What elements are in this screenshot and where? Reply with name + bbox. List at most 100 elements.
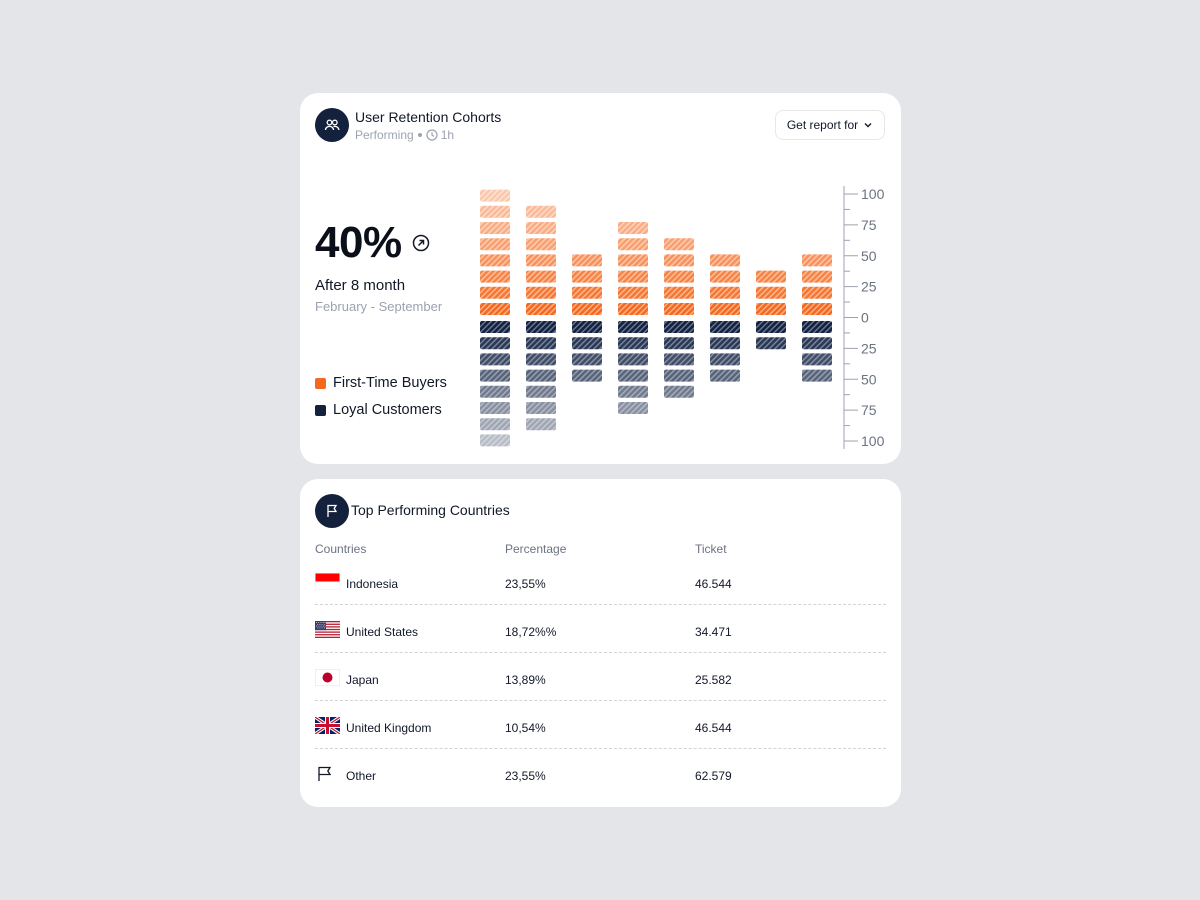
ticket-value: 46.544: [695, 577, 732, 591]
percentage-value: 23,55%: [505, 577, 546, 591]
country-name: Other: [346, 769, 377, 783]
bar-segment-first-time-buyers: [480, 205, 510, 218]
duration-text: 1h: [440, 128, 455, 142]
table-row[interactable]: United Kingdom 10,54% 46.544: [315, 701, 886, 749]
legend-swatch: [315, 377, 326, 389]
row-divider: [315, 748, 886, 749]
bar-segment-first-time-buyers: [710, 286, 740, 299]
ticket-value: 46.544: [695, 721, 732, 735]
bar-segment-loyal-customers: [710, 321, 740, 333]
y-tick-label: 0: [861, 310, 869, 326]
bar-segment-first-time-buyers: [618, 286, 648, 299]
y-tick-label: 100: [861, 186, 885, 202]
legend-label: Loyal Customers: [333, 402, 442, 418]
bar-segment-loyal-customers: [664, 321, 694, 333]
country-name: Japan: [346, 673, 379, 687]
percentage-value: 10,54%: [505, 721, 546, 735]
bar-segment-loyal-customers: [526, 385, 556, 398]
header-percentage: Percentage: [505, 542, 567, 556]
bar-segment-first-time-buyers: [526, 205, 556, 218]
bar-segment-loyal-customers: [480, 337, 510, 350]
bar-segment-first-time-buyers: [526, 286, 556, 299]
bar-segment-loyal-customers: [802, 353, 832, 366]
bar-segment-first-time-buyers: [526, 222, 556, 234]
bar-segment-loyal-customers: [480, 402, 510, 414]
flag-icon: [318, 766, 332, 781]
bar-segment-first-time-buyers: [526, 303, 556, 315]
bar-segment-first-time-buyers: [618, 270, 648, 283]
header-ticket: Ticket: [695, 542, 727, 556]
bar-segment-first-time-buyers: [710, 303, 740, 315]
bar-segment-loyal-customers: [526, 353, 556, 366]
status-text: Performing: [355, 128, 414, 142]
bar-segment-loyal-customers: [480, 353, 510, 366]
usa-flag: [315, 621, 340, 638]
bar-segment-first-time-buyers: [664, 303, 694, 315]
separator-dot: [417, 133, 422, 137]
arrow-up-right-icon[interactable]: [412, 234, 430, 252]
uk-flag: [315, 717, 340, 734]
bar-segment-first-time-buyers: [802, 303, 832, 315]
get-report-label: Get report for: [786, 118, 859, 132]
bar-segment-loyal-customers: [802, 337, 832, 350]
period-label: February - September: [315, 299, 443, 314]
row-divider: [315, 700, 886, 701]
bar-segment-first-time-buyers: [618, 254, 648, 267]
bar-segment-first-time-buyers: [802, 270, 832, 283]
bar-segment-loyal-customers: [802, 369, 832, 382]
bar-segment-loyal-customers: [572, 369, 602, 382]
bar-segment-loyal-customers: [710, 353, 740, 366]
bar-segment-loyal-customers: [664, 353, 694, 366]
bar-segment-first-time-buyers: [802, 254, 832, 267]
bar-segment-loyal-customers: [756, 337, 786, 350]
bar-segment-first-time-buyers: [618, 238, 648, 251]
bar-segment-first-time-buyers: [664, 286, 694, 299]
country-name: United States: [346, 625, 419, 639]
bar-segment-first-time-buyers: [802, 286, 832, 299]
flag-icon: [315, 494, 349, 528]
get-report-button[interactable]: Get report for: [775, 110, 885, 140]
table-row[interactable]: United States 18,72%% 34.471: [315, 605, 886, 653]
bar-segment-loyal-customers: [618, 337, 648, 350]
bar-segment-loyal-customers: [618, 385, 648, 398]
bar-segment-loyal-customers: [572, 353, 602, 366]
legend-loyal-customers: Loyal Customers: [315, 402, 442, 418]
bar-segment-first-time-buyers: [572, 286, 602, 299]
y-tick-label: 75: [861, 217, 877, 233]
country-name: United Kingdom: [346, 721, 432, 735]
legend-first-time-buyers: First-Time Buyers: [315, 375, 447, 391]
indonesia-flag: [315, 573, 340, 590]
bar-segment-first-time-buyers: [480, 238, 510, 251]
bar-segment-loyal-customers: [480, 385, 510, 398]
bar-segment-loyal-customers: [526, 369, 556, 382]
bar-segment-loyal-customers: [572, 337, 602, 350]
ticket-value: 25.582: [695, 673, 732, 687]
row-divider: [315, 652, 886, 653]
bar-segment-loyal-customers: [480, 321, 510, 333]
legend-label: First-Time Buyers: [333, 375, 447, 391]
bar-segment-first-time-buyers: [664, 238, 694, 251]
table-row[interactable]: Other 23,55% 62.579: [315, 749, 886, 797]
y-tick-label: 25: [861, 340, 877, 356]
bar-segment-loyal-customers: [526, 337, 556, 350]
bar-segment-first-time-buyers: [480, 222, 510, 234]
percentage-value: 13,89%: [505, 673, 546, 687]
bar-segment-first-time-buyers: [480, 254, 510, 267]
bar-segment-loyal-customers: [664, 385, 694, 398]
row-divider: [315, 604, 886, 605]
bar-segment-loyal-customers: [618, 321, 648, 333]
japan-flag: [315, 669, 340, 686]
table-row[interactable]: Japan 13,89% 25.582: [315, 653, 886, 701]
bar-segment-loyal-customers: [526, 402, 556, 414]
table-row[interactable]: Indonesia 23,55% 46.544: [315, 557, 886, 605]
bar-segment-first-time-buyers: [572, 270, 602, 283]
bar-segment-loyal-customers: [480, 434, 510, 447]
percentage-value: 18,72%%: [505, 625, 557, 639]
header-countries: Countries: [315, 542, 367, 556]
ticket-value: 62.579: [695, 769, 732, 783]
bar-segment-first-time-buyers: [480, 270, 510, 283]
bar-segment-first-time-buyers: [710, 270, 740, 283]
legend-swatch: [315, 404, 326, 416]
bar-segment-loyal-customers: [618, 353, 648, 366]
y-tick-label: 75: [861, 402, 877, 418]
